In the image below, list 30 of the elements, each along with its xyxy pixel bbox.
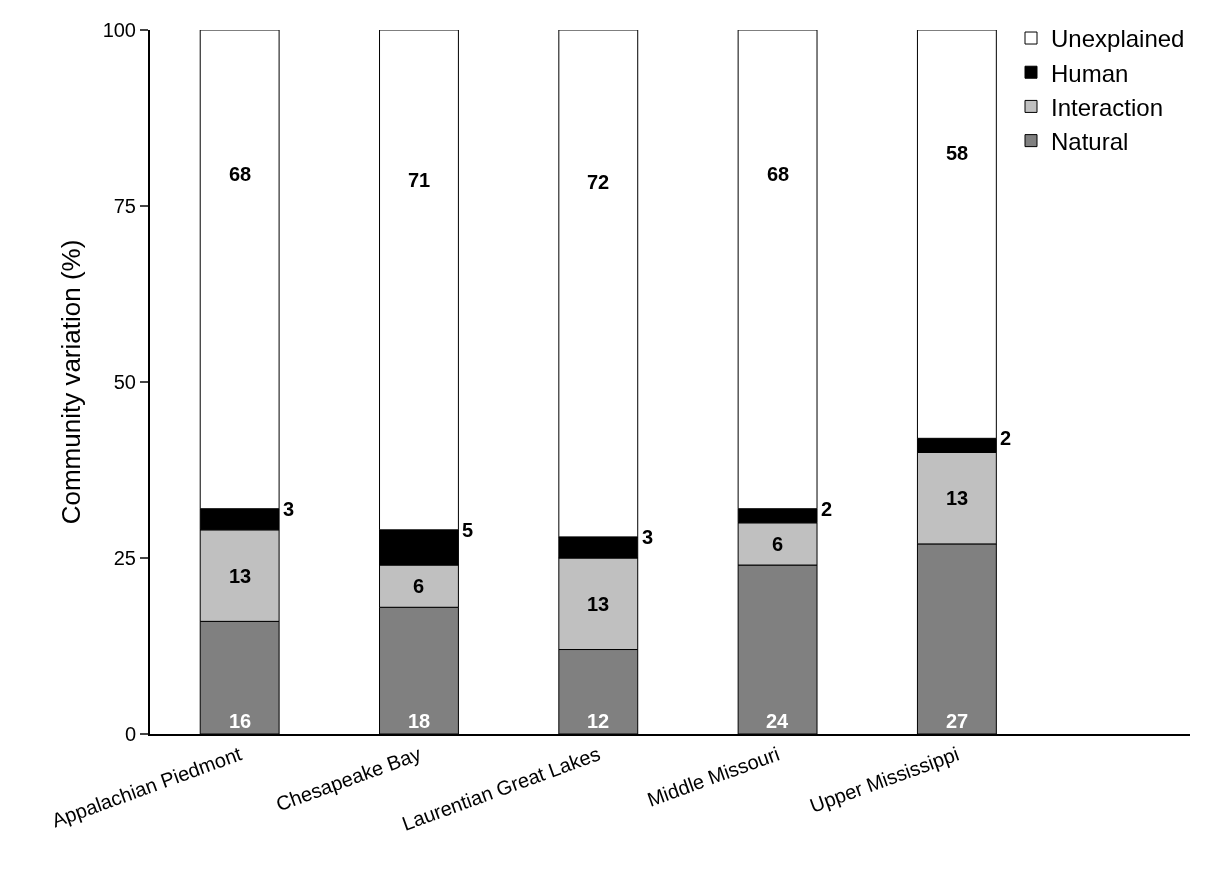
data-label: 27 xyxy=(946,710,969,732)
data-label: 6 xyxy=(413,575,425,597)
legend-label: Natural xyxy=(1051,127,1129,155)
data-label: 13 xyxy=(587,593,610,615)
y-axis-title: Community variation (%) xyxy=(55,239,86,525)
data-label: 2 xyxy=(1000,427,1012,449)
legend-label: Interaction xyxy=(1051,93,1164,121)
data-label: 18 xyxy=(408,710,431,732)
data-label: 24 xyxy=(766,710,790,732)
legend-label: Unexplained xyxy=(1051,25,1185,53)
data-label: 71 xyxy=(408,169,431,191)
data-label: 72 xyxy=(587,171,610,193)
data-label: 68 xyxy=(767,163,790,185)
y-tick-label: 0 xyxy=(124,723,136,745)
data-label: 6 xyxy=(772,533,784,555)
data-label: 2 xyxy=(821,498,833,520)
data-label: 5 xyxy=(462,519,474,541)
y-tick-label: 50 xyxy=(113,371,136,393)
data-label: 12 xyxy=(587,710,610,732)
data-label: 68 xyxy=(229,163,252,185)
legend-label: Human xyxy=(1051,59,1129,87)
y-tick-label: 75 xyxy=(113,195,136,217)
y-tick-label: 100 xyxy=(102,19,136,41)
data-label: 16 xyxy=(229,710,252,732)
data-label: 58 xyxy=(946,142,969,164)
data-label: 3 xyxy=(642,526,654,548)
data-label: 13 xyxy=(229,565,252,587)
y-tick-label: 25 xyxy=(113,547,136,569)
data-label: 3 xyxy=(283,498,295,520)
data-label: 13 xyxy=(946,487,969,509)
